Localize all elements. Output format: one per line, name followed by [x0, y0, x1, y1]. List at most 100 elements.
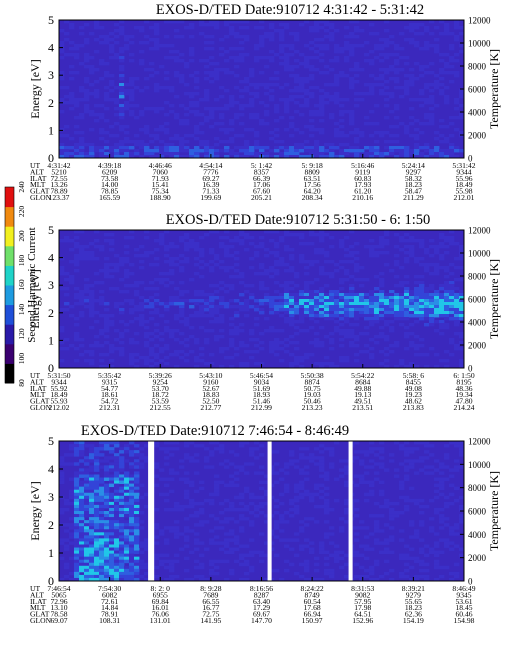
spectrogram-cell: [304, 20, 310, 24]
spectrogram-cell: [159, 559, 165, 564]
spectrogram-cell: [284, 290, 290, 294]
spectrogram-cell: [89, 128, 95, 132]
spectrogram-cell: [314, 520, 320, 524]
spectrogram-cell: [109, 547, 115, 551]
spectrogram-cell: [184, 122, 190, 126]
spectrogram-cell: [174, 559, 180, 564]
spectrogram-cell: [269, 311, 275, 315]
spectrogram-cell: [459, 95, 465, 99]
spectrogram-cell: [409, 520, 415, 524]
spectrogram-cell: [244, 365, 250, 369]
spectrogram-cell: [374, 122, 380, 126]
spectrogram-cell: [129, 486, 135, 491]
spectrogram-cell: [299, 320, 305, 324]
spectrogram-cell: [274, 504, 280, 509]
spectrogram-cell: [94, 257, 100, 261]
colorbar-segment: [5, 265, 14, 286]
spectrogram-cell: [99, 245, 105, 249]
spectrogram-cell: [294, 308, 300, 312]
spectrogram-cell: [194, 128, 200, 132]
spectrogram-cell: [274, 480, 280, 485]
orbit-table-cell: 13.26: [50, 180, 67, 189]
spectrogram-cell: [74, 568, 80, 573]
spectrogram-cell: [459, 266, 465, 270]
spectrogram-cell: [84, 559, 90, 564]
spectrogram-cell: [299, 314, 305, 318]
spectrogram-cell: [434, 305, 440, 309]
spectrogram-cell: [114, 305, 120, 309]
orbit-table-cell: 205.21: [251, 193, 272, 202]
orbit-table-cell: 8357: [254, 167, 269, 176]
spectrogram-cell: [269, 35, 275, 39]
spectrogram-cell: [69, 23, 75, 27]
spectrogram-cell: [139, 565, 145, 570]
spectrogram-cell: [429, 526, 435, 530]
spectrogram-cell: [169, 50, 175, 54]
spectrogram-cell: [214, 155, 220, 159]
spectrogram-cell: [114, 338, 120, 342]
spectrogram-cell: [264, 489, 270, 494]
spectrogram-cell: [134, 511, 140, 515]
spectrogram-cell: [234, 47, 240, 51]
spectrogram-cell: [314, 305, 320, 309]
spectrogram-cell: [239, 577, 245, 582]
spectrogram-cell: [284, 486, 290, 491]
spectrogram-cell: [204, 547, 210, 551]
spectrogram-cell: [259, 299, 265, 303]
spectrogram-cell: [79, 501, 85, 506]
spectrogram-cell: [134, 254, 140, 258]
spectrogram-cell: [369, 489, 375, 494]
spectrogram-cell: [269, 149, 275, 153]
orbit-row-label: ILAT: [30, 384, 47, 393]
spectrogram-cell: [444, 152, 450, 156]
spectrogram-cell: [454, 242, 460, 246]
spectrogram-cell: [294, 362, 300, 366]
spectrogram-cell: [249, 523, 255, 527]
spectrogram-cell: [109, 520, 115, 524]
spectrogram-cell: [79, 517, 85, 521]
spectrogram-cell: [69, 526, 75, 530]
spectrogram-cell: [129, 550, 135, 555]
spectrogram-cell: [119, 535, 125, 539]
colorbar-segment: [5, 343, 14, 364]
spectrogram-cell: [334, 311, 340, 315]
spectrogram-cell: [99, 35, 105, 39]
spectrogram-cell: [84, 520, 90, 524]
spectrogram-cell: [189, 577, 195, 582]
spectrogram-cell: [204, 447, 210, 451]
spectrogram-cell: [114, 483, 120, 488]
spectrogram-cell: [144, 547, 150, 551]
spectrogram-cell: [269, 59, 275, 63]
spectrogram-cell: [239, 149, 245, 153]
spectrogram-cell: [194, 125, 200, 129]
spectrogram-cell: [384, 263, 390, 267]
spectrogram-cell: [289, 365, 295, 369]
spectrogram-cell: [409, 547, 415, 551]
spectrogram-cell: [144, 125, 150, 129]
spectrogram-cells: [59, 230, 465, 369]
spectrogram-cell: [214, 311, 220, 315]
spectrogram-cell: [359, 149, 365, 153]
spectrogram-cell: [204, 47, 210, 51]
spectrogram-cell: [314, 128, 320, 132]
spectrogram-cell: [114, 498, 120, 503]
spectrogram-cell: [59, 507, 65, 512]
spectrogram-cell: [109, 483, 115, 488]
spectrogram-cell: [224, 230, 230, 234]
spectrogram-cell: [324, 317, 330, 321]
spectrogram-cell: [74, 550, 80, 555]
spectrogram-cell: [294, 486, 300, 491]
spectrogram-cell: [174, 317, 180, 321]
spectrogram-cell: [94, 20, 100, 24]
spectrogram-cell: [244, 26, 250, 30]
spectrogram-cell: [379, 314, 385, 318]
spectrogram-cell: [179, 266, 185, 270]
spectrogram-cell: [324, 254, 330, 258]
spectrogram-cell: [139, 245, 145, 249]
spectrogram-cell: [89, 290, 95, 294]
spectrogram-cell: [129, 110, 135, 114]
spectrogram-cell: [144, 77, 150, 81]
spectrogram-cell: [119, 257, 125, 261]
spectrogram-cell: [394, 308, 400, 312]
spectrogram-cell: [219, 38, 225, 42]
